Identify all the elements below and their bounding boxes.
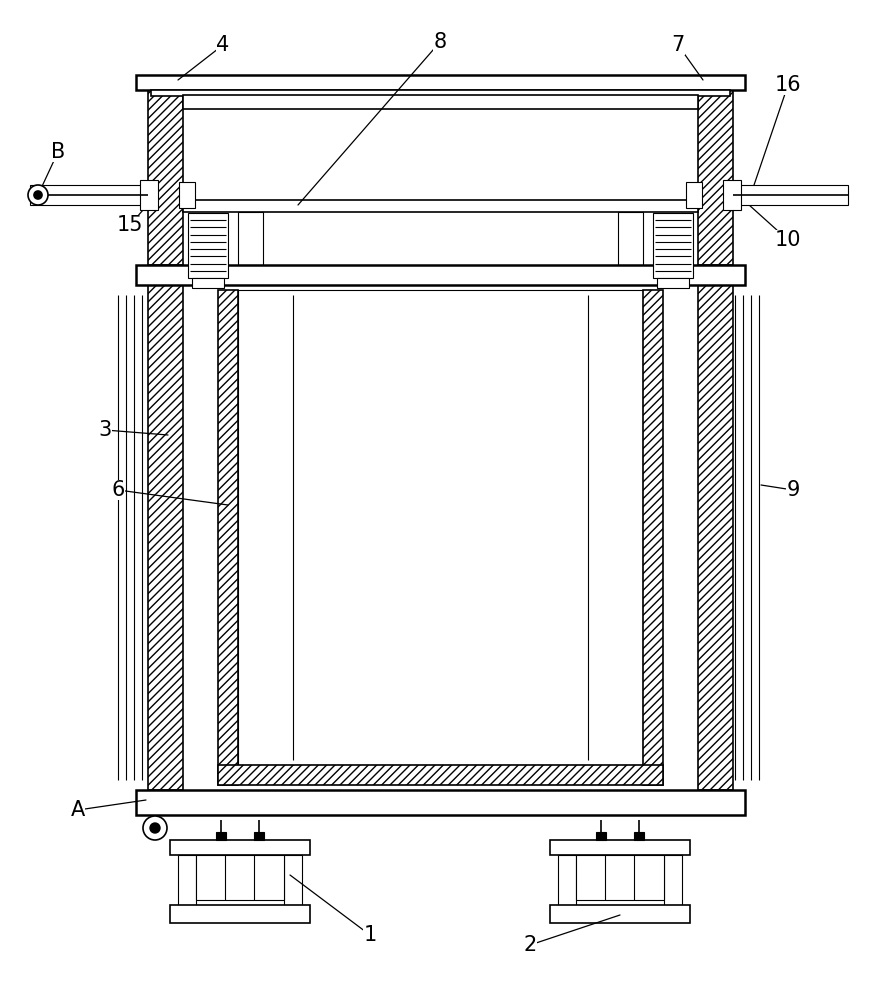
Bar xyxy=(698,285,733,790)
Circle shape xyxy=(34,191,42,199)
Bar xyxy=(192,278,224,288)
Bar xyxy=(196,855,284,900)
Text: 15: 15 xyxy=(117,195,156,235)
Text: A: A xyxy=(70,800,146,820)
Bar xyxy=(596,832,606,840)
Bar xyxy=(284,855,302,910)
Circle shape xyxy=(143,816,167,840)
Text: 7: 7 xyxy=(671,35,703,80)
Bar xyxy=(140,180,158,210)
Bar xyxy=(618,212,643,265)
Bar xyxy=(723,180,741,210)
Bar xyxy=(664,855,682,910)
Bar xyxy=(238,290,643,765)
Text: 9: 9 xyxy=(761,480,800,500)
Text: 8: 8 xyxy=(298,32,447,205)
Bar xyxy=(148,285,183,790)
Bar xyxy=(151,90,730,96)
Bar xyxy=(183,200,698,212)
Bar xyxy=(218,290,238,785)
Bar xyxy=(733,185,848,205)
Bar xyxy=(653,213,693,278)
Bar xyxy=(634,832,644,840)
Text: 4: 4 xyxy=(178,35,230,80)
Bar xyxy=(550,840,690,855)
Bar xyxy=(148,90,183,265)
Text: 10: 10 xyxy=(738,195,801,250)
Bar xyxy=(643,290,663,785)
Text: 3: 3 xyxy=(99,420,168,440)
Bar xyxy=(698,90,733,265)
Bar xyxy=(238,212,263,265)
Text: 16: 16 xyxy=(753,75,802,188)
Bar xyxy=(170,905,310,923)
Bar xyxy=(136,75,745,90)
Bar xyxy=(550,905,690,923)
Text: 1: 1 xyxy=(290,875,376,945)
Text: 6: 6 xyxy=(111,480,228,505)
Bar xyxy=(170,840,310,855)
Bar xyxy=(254,832,264,840)
Bar xyxy=(576,855,664,900)
Text: B: B xyxy=(38,142,65,195)
Text: 2: 2 xyxy=(523,915,620,955)
Bar xyxy=(657,278,689,288)
Bar xyxy=(30,185,148,205)
Bar xyxy=(136,790,745,815)
Circle shape xyxy=(28,185,48,205)
Bar xyxy=(178,855,196,910)
Bar xyxy=(216,832,226,840)
Bar xyxy=(686,182,702,208)
Circle shape xyxy=(150,823,160,833)
Bar xyxy=(183,95,698,109)
Bar xyxy=(218,765,663,785)
Bar xyxy=(188,213,228,278)
Bar xyxy=(179,182,195,208)
Bar xyxy=(136,265,745,285)
Bar xyxy=(558,855,576,910)
